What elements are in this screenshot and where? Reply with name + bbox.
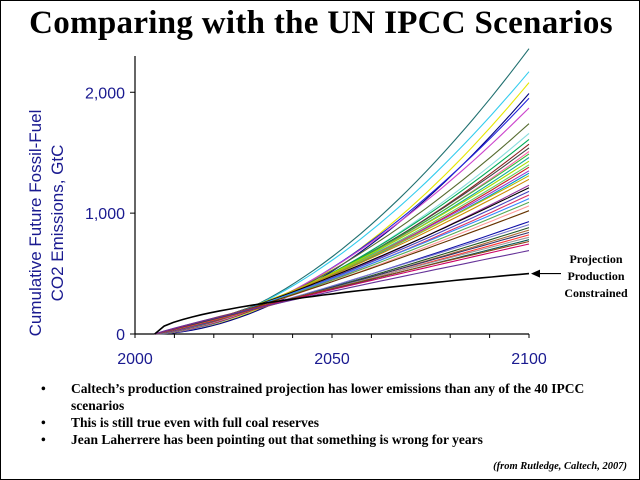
bullet-item: Jean Laherrere has been pointing out tha… xyxy=(41,431,621,448)
y-axis-label-line-1: Cumulative Future Fossil-Fuel xyxy=(26,110,45,337)
x-tick-label: 2100 xyxy=(511,351,547,368)
y-tick-label: 1,000 xyxy=(85,206,125,223)
series-line-ipcc-scenario xyxy=(154,250,530,335)
series-line-ipcc-scenario xyxy=(154,138,530,335)
slide-title: Comparing with the UN IPCC Scenarios xyxy=(29,5,613,41)
series-line-ipcc-scenario xyxy=(154,132,530,335)
annotation-text-line: Projection xyxy=(569,252,622,266)
y-axis-label-line-2: CO2 Emissions, GtC xyxy=(48,145,67,302)
series-line-ipcc-scenario xyxy=(154,198,530,335)
annotation-arrow-head xyxy=(531,269,540,278)
chart-axes xyxy=(134,56,529,335)
annotation-text-line: Constrained xyxy=(564,286,628,300)
x-tick-label: 2000 xyxy=(117,351,153,368)
annotation-text-line: Production xyxy=(567,269,624,283)
bullet-list: Caltech’s production constrained project… xyxy=(41,380,621,448)
chart-series xyxy=(154,48,530,335)
chart-ticks: 2000 2050 2100 0 1,000 2,000 xyxy=(85,85,547,368)
series-line-production-constrained xyxy=(154,272,530,335)
series-line-ipcc-scenario xyxy=(154,143,530,335)
series-line-ipcc-scenario xyxy=(154,157,530,335)
series-line-ipcc-scenario xyxy=(154,153,530,335)
chart-annotation: Projection Production Constrained xyxy=(531,252,628,300)
series-line-ipcc-scenario xyxy=(154,170,530,335)
x-tick-label: 2050 xyxy=(314,351,350,368)
source-citation: (from Rutledge, Caltech, 2007) xyxy=(493,461,627,472)
bullet-item: Caltech’s production constrained project… xyxy=(41,380,621,414)
series-line-ipcc-scenario xyxy=(154,227,530,335)
y-tick-label: 0 xyxy=(116,327,125,344)
bullet-item: This is still true even with full coal r… xyxy=(41,414,621,431)
series-line-ipcc-scenario xyxy=(154,184,530,335)
series-line-ipcc-scenario xyxy=(154,97,530,335)
y-tick-label: 2,000 xyxy=(85,85,125,102)
